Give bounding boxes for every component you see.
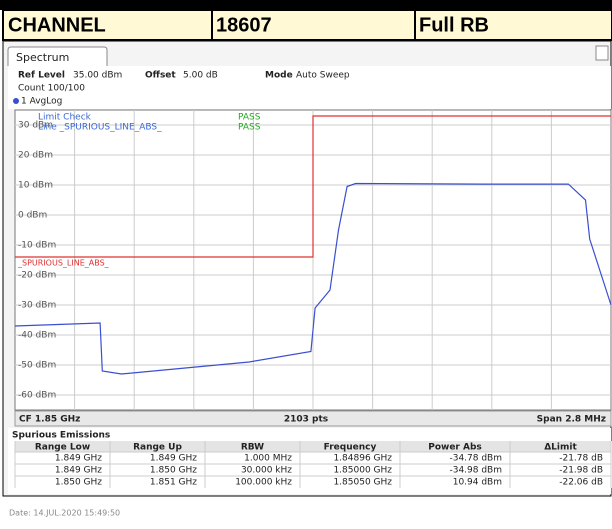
table-cell: 1.849 GHz (150, 454, 197, 464)
offset-label: Offset (145, 71, 176, 81)
trace-label: 1 AvgLog (21, 97, 62, 107)
y-tick-label: -40 dBm (18, 331, 56, 341)
y-tick-label: -60 dBm (18, 391, 56, 401)
date: Date: 14.JUL.2020 15:49:50 (9, 509, 120, 518)
top-border (0, 0, 612, 10)
column-header: ΔLimit (544, 443, 577, 453)
menu-icon[interactable] (595, 45, 609, 61)
header-cell: 18607 (216, 14, 272, 36)
table-cell: 1.85050 GHz (333, 478, 392, 488)
y-tick-label: 20 dBm (18, 151, 53, 161)
mode-label: Mode (265, 71, 293, 81)
center-frequency: CF 1.85 GHz (19, 415, 80, 425)
tab-label: Spectrum (16, 51, 69, 64)
column-header: Power Abs (428, 443, 482, 453)
column-header: Range Up (133, 443, 182, 453)
table-header (15, 441, 611, 452)
trace-dot (13, 98, 19, 104)
y-tick-label: 0 dBm (18, 211, 47, 221)
table-cell: -22.06 dB (559, 478, 603, 488)
column-header: Frequency (324, 443, 377, 453)
y-tick-label: -20 dBm (18, 271, 56, 281)
table-cell: 1.851 GHz (150, 478, 197, 488)
table-title: Spurious Emissions (12, 431, 110, 441)
table-cell: 1.84896 GHz (333, 454, 392, 464)
limit-check: PASS (238, 113, 261, 123)
table-cell: 10.94 dBm (453, 478, 502, 488)
table-cell: -34.98 dBm (449, 466, 502, 476)
column-header: Range Low (35, 443, 90, 453)
table-cell: 30.000 kHz (241, 466, 292, 476)
table-cell: -34.78 dBm (449, 454, 502, 464)
y-tick-label: -10 dBm (18, 241, 56, 251)
header-cell: Full RB (419, 14, 489, 36)
info-panel (8, 66, 611, 109)
table-cell: 1.850 GHz (150, 466, 197, 476)
limit-check: Limit Check (38, 113, 92, 123)
y-tick-label: 10 dBm (18, 181, 53, 191)
table-cell: -21.78 dB (559, 454, 603, 464)
table-cell: 1.849 GHz (55, 466, 102, 476)
span: Span 2.8 MHz (537, 415, 606, 425)
table-cell: 1.85000 GHz (333, 466, 392, 476)
y-tick-label: 30 dBm (18, 121, 53, 131)
offset: 5.00 dB (183, 71, 218, 81)
count: Count 100/100 (18, 84, 85, 94)
table-cell: 1.000 MHz (244, 454, 292, 464)
tab[interactable] (7, 46, 108, 66)
limit-line-label: _SPURIOUS_LINE_ABS_ (17, 259, 110, 268)
table-cell: -21.98 dB (559, 466, 603, 476)
table-cell: 1.849 GHz (55, 454, 102, 464)
table-cell: 1.850 GHz (55, 478, 102, 488)
header-cell: CHANNEL (8, 14, 106, 36)
limit-check: Line _SPURIOUS_LINE_ABS_ (38, 123, 162, 133)
y-tick-label: -50 dBm (18, 361, 56, 371)
points: 2103 pts (284, 415, 328, 425)
limit-check: PASS (238, 123, 261, 133)
column-header: RBW (241, 443, 264, 453)
trace (15, 115, 611, 258)
mode: Auto Sweep (296, 71, 350, 81)
table-cell: 100.000 kHz (235, 478, 292, 488)
y-tick-label: -30 dBm (18, 301, 56, 311)
ref-level-label: Ref Level (18, 71, 65, 81)
ref-level: 35.00 dBm (73, 71, 122, 81)
header-row (2, 9, 612, 41)
trace (14, 182, 612, 375)
footer-bar (14, 410, 612, 427)
